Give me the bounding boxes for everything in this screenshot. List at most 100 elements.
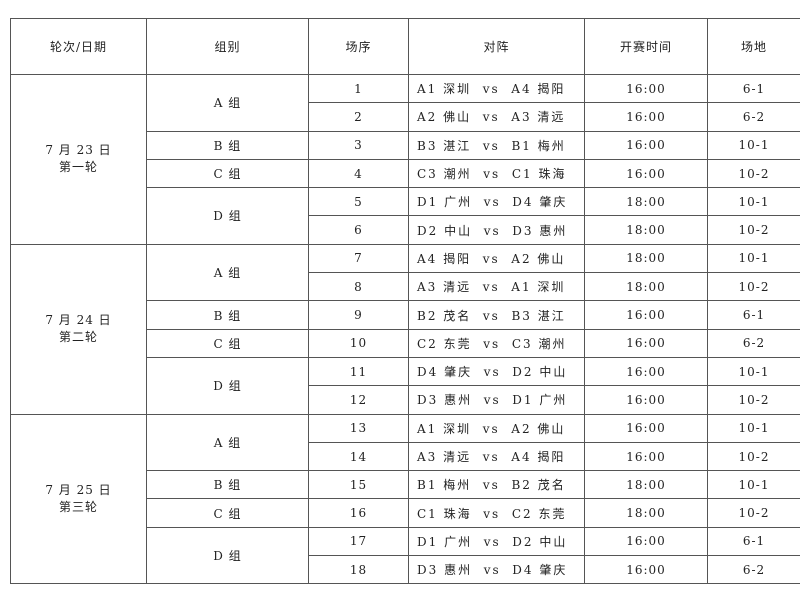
start-time-cell: 18:00 [584, 272, 708, 302]
venue-cell: 10-2 [707, 385, 800, 415]
match-no-cell: 10 [308, 328, 409, 358]
venue-cell: 6-2 [707, 102, 800, 132]
match-no-cell: 1 [308, 73, 409, 104]
table-row: C 组 16 C1 珠海 vs C2 东莞 18:00 10-2 [11, 498, 800, 528]
start-time-cell: 16:00 [584, 300, 708, 330]
table-row: B 组 9 B2 茂名 vs B3 湛江 16:00 6-1 [11, 300, 800, 330]
group-cell: C 组 [146, 158, 309, 189]
group-cell: C 组 [146, 328, 309, 358]
start-time-cell: 16:00 [584, 413, 708, 443]
matchup-cell: A3 清远 vs A4 揭阳 [408, 441, 585, 472]
match-no-cell: 17 [308, 526, 409, 557]
venue-cell: 10-1 [707, 356, 800, 387]
start-time-cell: 18:00 [584, 187, 708, 217]
group-cell: C 组 [146, 498, 309, 528]
matchup-cell: A4 揭阳 vs A2 佛山 [408, 243, 585, 274]
group-cell: D 组 [146, 526, 309, 585]
table-row: B 组 15 B1 梅州 vs B2 茂名 18:00 10-1 [11, 470, 800, 500]
date-text: 7 月 25 日 [45, 482, 112, 497]
venue-cell: 10-1 [707, 470, 800, 500]
match-no-cell: 4 [308, 158, 409, 189]
match-no-cell: 7 [308, 243, 409, 274]
header-start-time: 开赛时间 [584, 18, 708, 75]
match-no-cell: 12 [308, 385, 409, 415]
venue-cell: 10-1 [707, 413, 800, 443]
matchup-cell: B3 湛江 vs B1 梅州 [408, 130, 585, 160]
venue-cell: 10-1 [707, 130, 800, 160]
matchup-cell: C3 潮州 vs C1 珠海 [408, 158, 585, 189]
group-cell: A 组 [146, 243, 309, 302]
match-no-cell: 6 [308, 215, 409, 245]
venue-cell: 6-1 [707, 300, 800, 330]
matchup-cell: D1 广州 vs D2 中山 [408, 526, 585, 557]
matchup-cell: C2 东莞 vs C3 潮州 [408, 328, 585, 358]
round-date-cell: 7 月 25 日第三轮 [10, 413, 147, 585]
start-time-cell: 16:00 [584, 158, 708, 189]
match-no-cell: 2 [308, 102, 409, 132]
venue-cell: 10-1 [707, 243, 800, 274]
table-row: 7 月 24 日第二轮 A 组 7 A4 揭阳 vs A2 佛山 18:00 10-1 [10, 243, 800, 415]
group-cell: D 组 [146, 356, 309, 415]
header-matchup: 对阵 [408, 18, 585, 75]
group-cell: A 组 [146, 413, 309, 472]
table-row: D 组 17 D1 广州 vs D2 中山 16:00 6-1 [11, 526, 800, 585]
start-time-cell: 16:00 [584, 385, 708, 415]
start-time-cell: 16:00 [584, 130, 708, 160]
round-text: 第三轮 [58, 499, 98, 514]
matchup-cell: B2 茂名 vs B3 湛江 [408, 300, 585, 330]
table-row: 18 D3 惠州 vs D4 肇庆 16:00 6-2 [11, 555, 800, 585]
header-venue: 场地 [707, 18, 800, 75]
match-no-cell: 3 [308, 130, 409, 160]
matchup-cell: D4 肇庆 vs D2 中山 [408, 356, 585, 387]
round-text: 第二轮 [58, 330, 98, 345]
start-time-cell: 18:00 [584, 498, 708, 528]
header-match-no: 场序 [308, 18, 409, 75]
start-time-cell: 16:00 [584, 526, 708, 557]
start-time-cell: 16:00 [584, 328, 708, 358]
matchup-cell: B1 梅州 vs B2 茂名 [408, 470, 585, 500]
group-cell: B 组 [146, 470, 309, 500]
matchup-cell: D3 惠州 vs D1 广州 [408, 385, 585, 415]
start-time-cell: 16:00 [584, 555, 708, 585]
venue-cell: 10-2 [707, 498, 800, 528]
match-no-cell: 16 [308, 498, 409, 528]
matchup-cell: A1 深圳 vs A2 佛山 [408, 413, 585, 443]
venue-cell: 6-1 [707, 73, 800, 104]
schedule-table: 轮次/日期 组别 场序 对阵 开赛时间 场地 7 月 23 日第一轮 A 组 1 A1… [10, 18, 800, 585]
header-row: 轮次/日期 组别 场序 对阵 开赛时间 场地 [10, 18, 800, 75]
venue-cell: 6-2 [707, 555, 800, 585]
start-time-cell: 16:00 [584, 73, 708, 104]
matchup-cell: D3 惠州 vs D4 肇庆 [408, 555, 585, 585]
start-time-cell: 18:00 [584, 215, 708, 245]
matchup-cell: A3 清远 vs A1 深圳 [408, 272, 585, 302]
table-row: 2 A2 佛山 vs A3 清远 16:00 6-2 [11, 102, 800, 132]
matchup-cell: A1 深圳 vs A4 揭阳 [408, 73, 585, 104]
venue-cell: 10-2 [707, 272, 800, 302]
venue-cell: 10-2 [707, 158, 800, 189]
header-group: 组别 [146, 18, 309, 75]
start-time-cell: 16:00 [584, 441, 708, 472]
round-date-cell: 7 月 23 日第一轮 [10, 74, 147, 245]
round-text: 第一轮 [58, 160, 98, 175]
match-no-cell: 9 [308, 300, 409, 330]
matchup-cell: D2 中山 vs D3 惠州 [408, 215, 585, 245]
table-row: 8 A3 清远 vs A1 深圳 18:00 10-2 [11, 272, 800, 302]
match-no-cell: 18 [308, 555, 409, 585]
match-no-cell: 14 [308, 441, 409, 472]
match-no-cell: 13 [308, 413, 409, 443]
venue-cell: 10-2 [707, 215, 800, 245]
matchup-cell: C1 珠海 vs C2 东莞 [408, 498, 585, 528]
start-time-cell: 18:00 [584, 243, 708, 274]
group-cell: B 组 [146, 130, 309, 160]
group-cell: A 组 [146, 74, 309, 132]
venue-cell: 6-1 [707, 526, 800, 557]
group-cell: D 组 [146, 187, 309, 245]
date-text: 7 月 24 日 [45, 313, 112, 328]
group-cell: B 组 [146, 300, 309, 330]
start-time-cell: 16:00 [584, 102, 708, 132]
venue-cell: 10-2 [707, 441, 800, 472]
table-row: 7 月 25 日第三轮 A 组 13 A1 深圳 vs A2 佛山 16:00 10-1 [10, 413, 800, 585]
round-date-cell: 7 月 24 日第二轮 [10, 243, 147, 415]
matchup-cell: A2 佛山 vs A3 清远 [408, 102, 585, 132]
match-no-cell: 8 [308, 272, 409, 302]
